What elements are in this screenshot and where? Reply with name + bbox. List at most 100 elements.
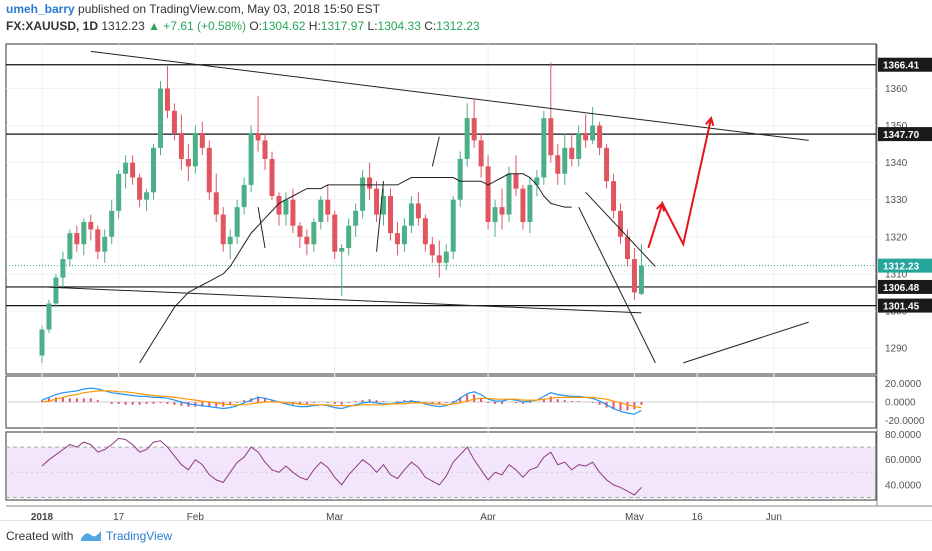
candle — [583, 114, 589, 148]
candle-body — [339, 247, 345, 252]
candle-body — [241, 184, 247, 208]
candle-body — [611, 181, 617, 211]
candle — [60, 251, 66, 289]
candle — [283, 192, 289, 226]
candle-body — [88, 221, 94, 230]
candle — [520, 184, 526, 230]
candle — [604, 144, 610, 189]
macd-tick-label: 0.0000 — [885, 398, 916, 409]
candle-body — [60, 259, 66, 278]
author-link[interactable]: umeh_barry — [6, 2, 75, 16]
publish-text: published on TradingView.com, May 03, 20… — [74, 2, 381, 16]
candle — [534, 170, 540, 197]
candle-body — [46, 303, 52, 330]
candle-body — [248, 132, 254, 185]
candle-body — [520, 188, 526, 222]
candle — [457, 151, 463, 208]
open-value: 1304.62 — [262, 19, 306, 33]
price-label-bg — [878, 127, 932, 142]
candle-body — [304, 236, 310, 245]
candle — [569, 132, 575, 167]
candle-body — [618, 210, 624, 237]
candle — [74, 225, 80, 252]
candle-body — [109, 210, 115, 237]
created-with-text: Created with — [6, 529, 74, 543]
candle-body — [443, 251, 449, 263]
price-tick-label: 1310 — [885, 269, 908, 280]
candle — [248, 125, 254, 193]
candle-body — [185, 158, 191, 167]
candle-body — [332, 214, 338, 252]
close-value: 1312.23 — [436, 19, 480, 33]
candle-body — [464, 118, 470, 159]
price-label: 1306.48 — [878, 279, 932, 294]
candle-body — [492, 207, 498, 222]
candle — [144, 188, 150, 211]
price-tick-label: 1320 — [885, 232, 908, 243]
candle-body — [290, 199, 296, 226]
candle-body — [192, 132, 198, 167]
candle — [339, 244, 345, 297]
candle — [381, 188, 387, 226]
tradingview-brand[interactable]: TradingView — [106, 529, 173, 543]
trendlines — [41, 50, 809, 364]
candle — [346, 218, 352, 256]
macd-tick-label: 20.0000 — [885, 379, 922, 390]
candle-body — [178, 132, 184, 159]
time-tick-label: May — [625, 512, 644, 520]
chart-canvas[interactable]: 12901300131013201330134013501360201817Fe… — [0, 36, 932, 520]
last-price: 1312.23 — [101, 19, 145, 33]
candle-body — [199, 132, 205, 148]
candle — [130, 155, 136, 185]
candle — [276, 192, 282, 226]
candle — [171, 103, 177, 141]
candle-body — [631, 259, 637, 293]
time-tick-label: 2018 — [31, 512, 54, 520]
price-label-text: 1301.45 — [883, 302, 920, 313]
candle — [597, 121, 603, 156]
price-label-bg — [878, 57, 932, 72]
candle — [255, 95, 261, 152]
arrowhead — [705, 116, 715, 127]
trendline — [431, 136, 440, 167]
candle — [360, 170, 366, 219]
candle — [513, 155, 519, 197]
candle — [109, 199, 115, 245]
candle-body — [206, 147, 212, 193]
price-label-bg — [878, 258, 932, 273]
candle-body — [151, 147, 157, 193]
time-tick-label: 17 — [113, 512, 125, 520]
candle — [116, 170, 122, 219]
candle-body — [227, 236, 233, 245]
candle-body — [74, 233, 80, 245]
candle — [199, 121, 205, 156]
candle — [527, 177, 533, 234]
candle-body — [311, 221, 317, 245]
arrowhead — [655, 201, 665, 212]
candle — [618, 203, 624, 245]
candle — [137, 173, 143, 208]
candle — [367, 162, 373, 200]
candle — [88, 214, 94, 241]
price-tick-label: 1290 — [885, 344, 908, 355]
signal-line — [41, 390, 642, 409]
candle-body — [283, 199, 289, 215]
trendline — [683, 321, 809, 364]
open-label: O: — [249, 19, 263, 33]
price-change: ▲ +7.61 (+0.58%) — [148, 19, 247, 33]
candle — [53, 273, 59, 308]
candle-body — [297, 225, 303, 237]
projection-path — [647, 117, 713, 249]
candle — [548, 62, 554, 163]
candle — [429, 236, 435, 263]
candle-body — [374, 188, 380, 215]
price-label-bg — [878, 298, 932, 313]
candle-body — [157, 88, 163, 148]
candle — [576, 125, 582, 167]
candle-body — [555, 155, 561, 174]
price-tick-label: 1360 — [885, 84, 908, 95]
candle — [95, 225, 101, 260]
trendline — [578, 206, 656, 364]
candle-body — [534, 177, 540, 185]
candle-body — [353, 210, 359, 226]
